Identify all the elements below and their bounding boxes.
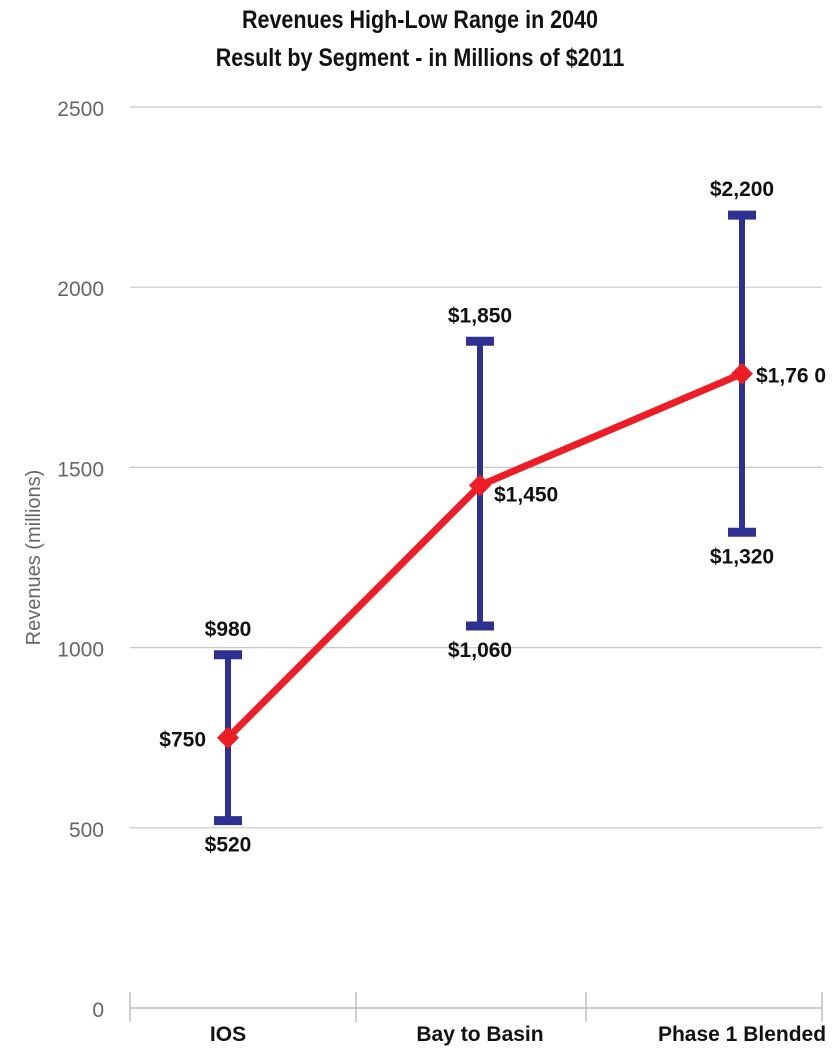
y-tick-label: 2000 [57, 278, 104, 301]
series-point [217, 726, 239, 749]
series-value-label: $750 [159, 729, 206, 752]
series-point [731, 362, 753, 385]
x-tick-label: Bay to Basin [416, 1023, 543, 1046]
series-line [224, 370, 746, 742]
y-tick-label: 2500 [57, 98, 104, 121]
y-axis-label: Revenues (millions) [23, 470, 45, 646]
y-tick-label: 1000 [57, 639, 104, 662]
y-tick-label: 1500 [57, 458, 104, 481]
range-low-label: $1,320 [710, 545, 774, 568]
chart-title-line-1: Revenues High-Low Range in 2040 [241, 6, 599, 34]
x-tick-label: IOS [210, 1023, 246, 1046]
chart-title-line-2: Result by Segment - in Millions of $2011 [215, 44, 625, 72]
series-point [469, 474, 491, 497]
range-high-label: $980 [205, 618, 252, 641]
range-high-label: $2,200 [710, 178, 774, 201]
y-tick-label: 500 [69, 819, 104, 842]
range-high-label: $1,850 [448, 304, 512, 327]
range-low-label: $1,060 [448, 639, 512, 662]
range-low-label: $520 [205, 834, 252, 857]
y-tick-label: 0 [92, 999, 104, 1022]
series-value-label: $1,76 0 [756, 365, 826, 388]
x-tick-label: Phase 1 Blended [658, 1023, 826, 1046]
series-value-label: $1,450 [494, 483, 558, 506]
